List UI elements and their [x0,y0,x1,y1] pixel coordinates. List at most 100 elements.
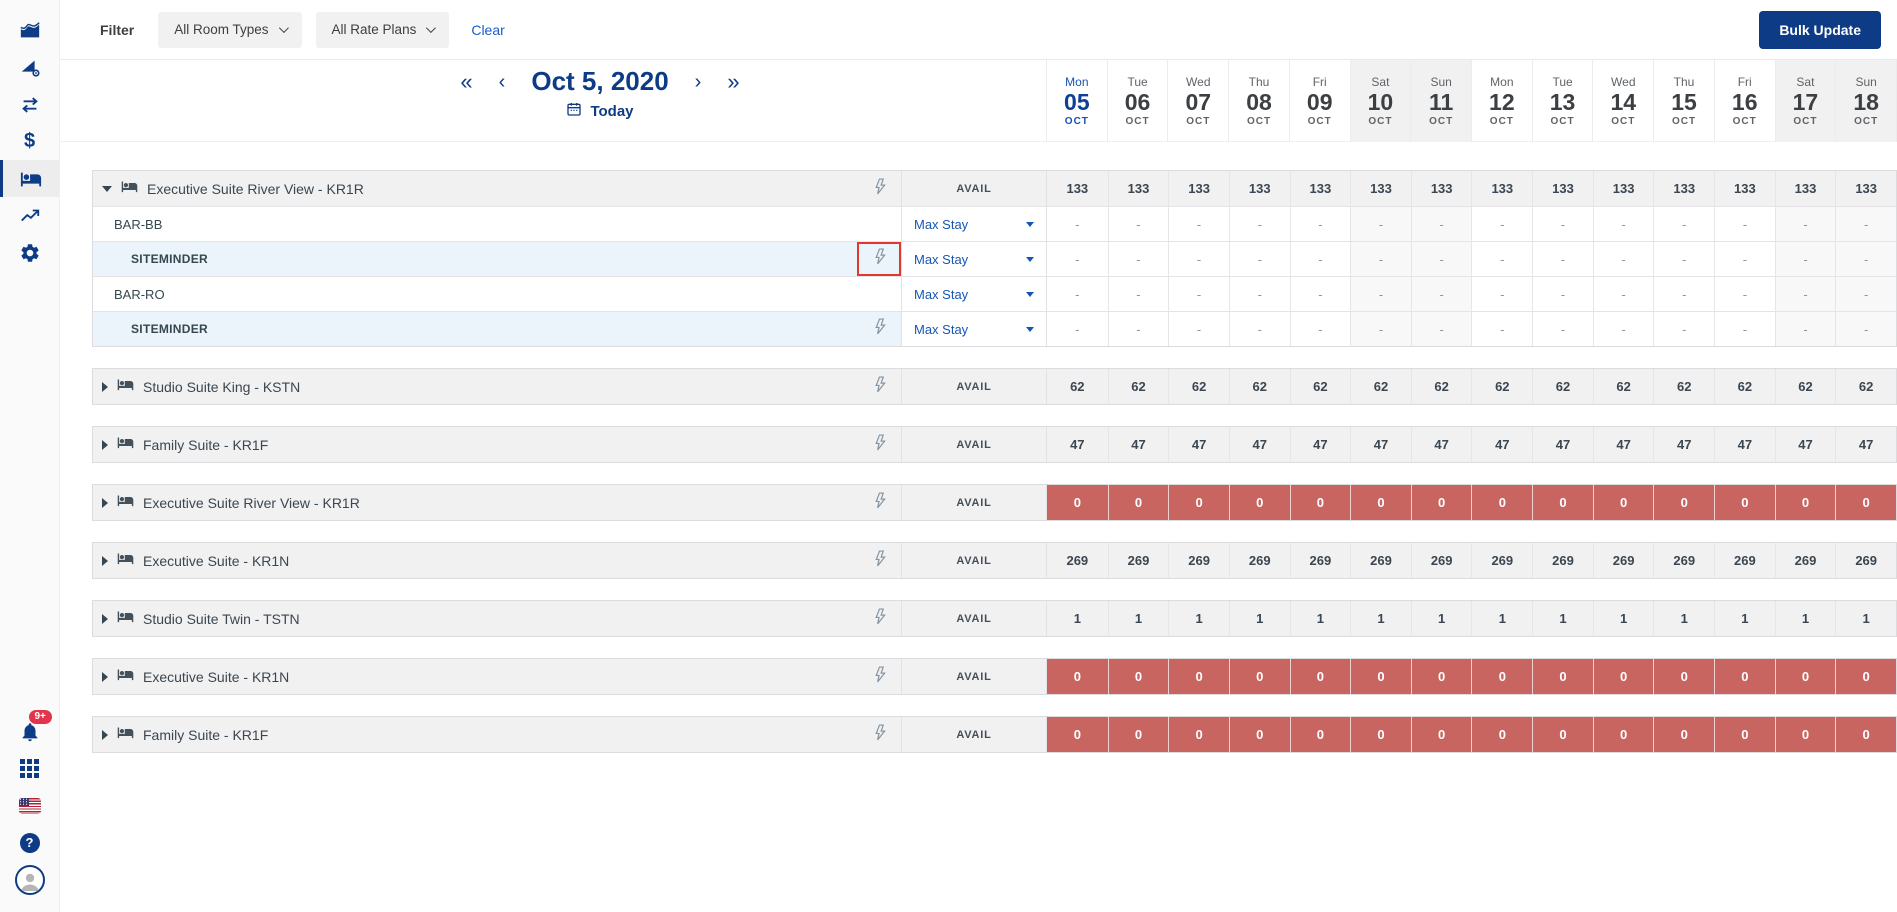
expand-caret[interactable] [102,555,108,566]
value-cell[interactable]: 0 [1471,659,1533,694]
value-cell[interactable]: 47 [1653,427,1714,462]
value-cell[interactable]: 0 [1835,485,1896,520]
day-header-cell[interactable]: Sat 17 OCT [1775,60,1837,142]
value-cell[interactable]: 133 [1168,171,1229,206]
value-cell[interactable]: 133 [1774,171,1836,206]
value-cell[interactable]: 0 [1168,485,1229,520]
expand-caret[interactable] [102,497,108,508]
value-cell[interactable]: 62 [1289,369,1351,404]
value-cell[interactable]: 269 [1228,543,1290,578]
value-cell[interactable]: - [1410,277,1472,311]
value-cell[interactable]: - [1592,207,1654,241]
value-cell[interactable]: 0 [1774,717,1836,752]
value-cell[interactable]: 0 [1228,717,1290,752]
value-cell[interactable]: 62 [1532,369,1593,404]
value-cell[interactable]: 269 [1350,543,1411,578]
value-cell[interactable]: 62 [1410,369,1472,404]
value-cell[interactable]: 0 [1228,485,1290,520]
day-header-cell[interactable]: Thu 15 OCT [1654,60,1715,142]
value-cell[interactable]: 1 [1228,601,1290,636]
value-cell[interactable]: 0 [1168,717,1229,752]
value-cell[interactable]: - [1350,312,1411,346]
value-cell[interactable]: - [1532,312,1593,346]
value-cell[interactable]: 62 [1471,369,1532,404]
value-cell[interactable]: 0 [1774,659,1836,694]
value-cell[interactable]: - [1714,277,1775,311]
value-cell[interactable]: 62 [1592,369,1654,404]
value-cell[interactable]: 62 [1107,369,1169,404]
value-cell[interactable]: 269 [1168,543,1229,578]
value-cell[interactable]: 0 [1410,717,1472,752]
value-cell[interactable]: 0 [1289,659,1351,694]
day-header-cell[interactable]: Mon 05 OCT [1047,60,1108,142]
value-cell[interactable]: 269 [1410,543,1472,578]
plan-bolt-cell[interactable] [857,277,901,311]
value-cell[interactable]: 47 [1107,427,1169,462]
value-cell[interactable]: 269 [1532,543,1593,578]
rate-plans-dropdown[interactable]: All Rate Plans [315,11,450,48]
value-cell[interactable]: 269 [1471,543,1532,578]
value-cell[interactable]: - [1410,207,1472,241]
value-cell[interactable]: 0 [1168,659,1229,694]
value-cell[interactable]: 133 [1835,171,1896,206]
value-cell[interactable]: - [1107,207,1169,241]
value-cell[interactable]: - [1350,242,1411,276]
value-cell[interactable]: - [1592,312,1654,346]
value-cell[interactable]: - [1228,242,1290,276]
value-cell[interactable]: - [1350,207,1411,241]
value-cell[interactable]: 133 [1350,171,1411,206]
value-cell[interactable]: - [1107,277,1169,311]
day-header-cell[interactable]: Tue 13 OCT [1533,60,1594,142]
value-cell[interactable]: 0 [1410,659,1472,694]
value-cell[interactable]: - [1714,242,1775,276]
sidebar-item-account[interactable] [0,861,59,898]
value-cell[interactable]: 0 [1592,485,1654,520]
value-cell[interactable]: - [1228,277,1290,311]
value-cell[interactable]: 47 [1228,427,1290,462]
value-cell[interactable]: - [1075,216,1080,232]
value-cell[interactable]: - [1471,277,1532,311]
value-cell[interactable]: - [1075,286,1080,302]
value-cell[interactable]: - [1228,207,1290,241]
value-cell[interactable]: 133 [1714,171,1775,206]
value-cell[interactable]: - [1168,242,1229,276]
value-cell[interactable]: 47 [1532,427,1593,462]
value-cell[interactable]: 1 [1471,601,1532,636]
value-cell[interactable]: 62 [1228,369,1290,404]
value-cell[interactable]: - [1228,312,1290,346]
value-cell[interactable]: - [1532,277,1593,311]
bulk-bolt-cell[interactable] [857,543,901,578]
bulk-bolt-cell[interactable] [857,171,901,206]
value-cell[interactable]: 1 [1774,601,1836,636]
sidebar-item-apps[interactable] [0,750,59,787]
sidebar-item-distribution[interactable] [0,86,59,123]
value-cell[interactable]: - [1532,242,1593,276]
bulk-bolt-cell[interactable] [857,659,901,694]
value-cell[interactable]: 133 [1410,171,1472,206]
value-cell[interactable]: 47 [1070,437,1085,452]
value-cell[interactable]: 0 [1592,659,1654,694]
value-cell[interactable]: 0 [1350,717,1411,752]
max-stay-dropdown[interactable]: Max Stay [901,207,1047,241]
value-cell[interactable]: 0 [1047,485,1108,520]
value-cell[interactable]: 47 [1350,427,1411,462]
value-cell[interactable]: 47 [1774,427,1836,462]
value-cell[interactable]: - [1774,242,1836,276]
value-cell[interactable]: 0 [1289,485,1351,520]
value-cell[interactable]: - [1289,207,1351,241]
prev-day-button[interactable]: ‹ [498,70,506,93]
bulk-bolt-cell[interactable] [857,601,901,636]
value-cell[interactable]: 269 [1107,543,1169,578]
value-cell[interactable]: 47 [1168,427,1229,462]
value-cell[interactable]: 62 [1714,369,1775,404]
value-cell[interactable]: - [1107,312,1169,346]
value-cell[interactable]: 62 [1653,369,1714,404]
value-cell[interactable]: - [1835,207,1896,241]
day-header-cell[interactable]: Sat 10 OCT [1350,60,1412,142]
value-cell[interactable]: - [1774,312,1836,346]
value-cell[interactable]: 0 [1835,659,1896,694]
bulk-bolt-cell[interactable] [857,485,901,520]
value-cell[interactable]: - [1774,207,1836,241]
value-cell[interactable]: 269 [1653,543,1714,578]
value-cell[interactable]: 1 [1532,601,1593,636]
